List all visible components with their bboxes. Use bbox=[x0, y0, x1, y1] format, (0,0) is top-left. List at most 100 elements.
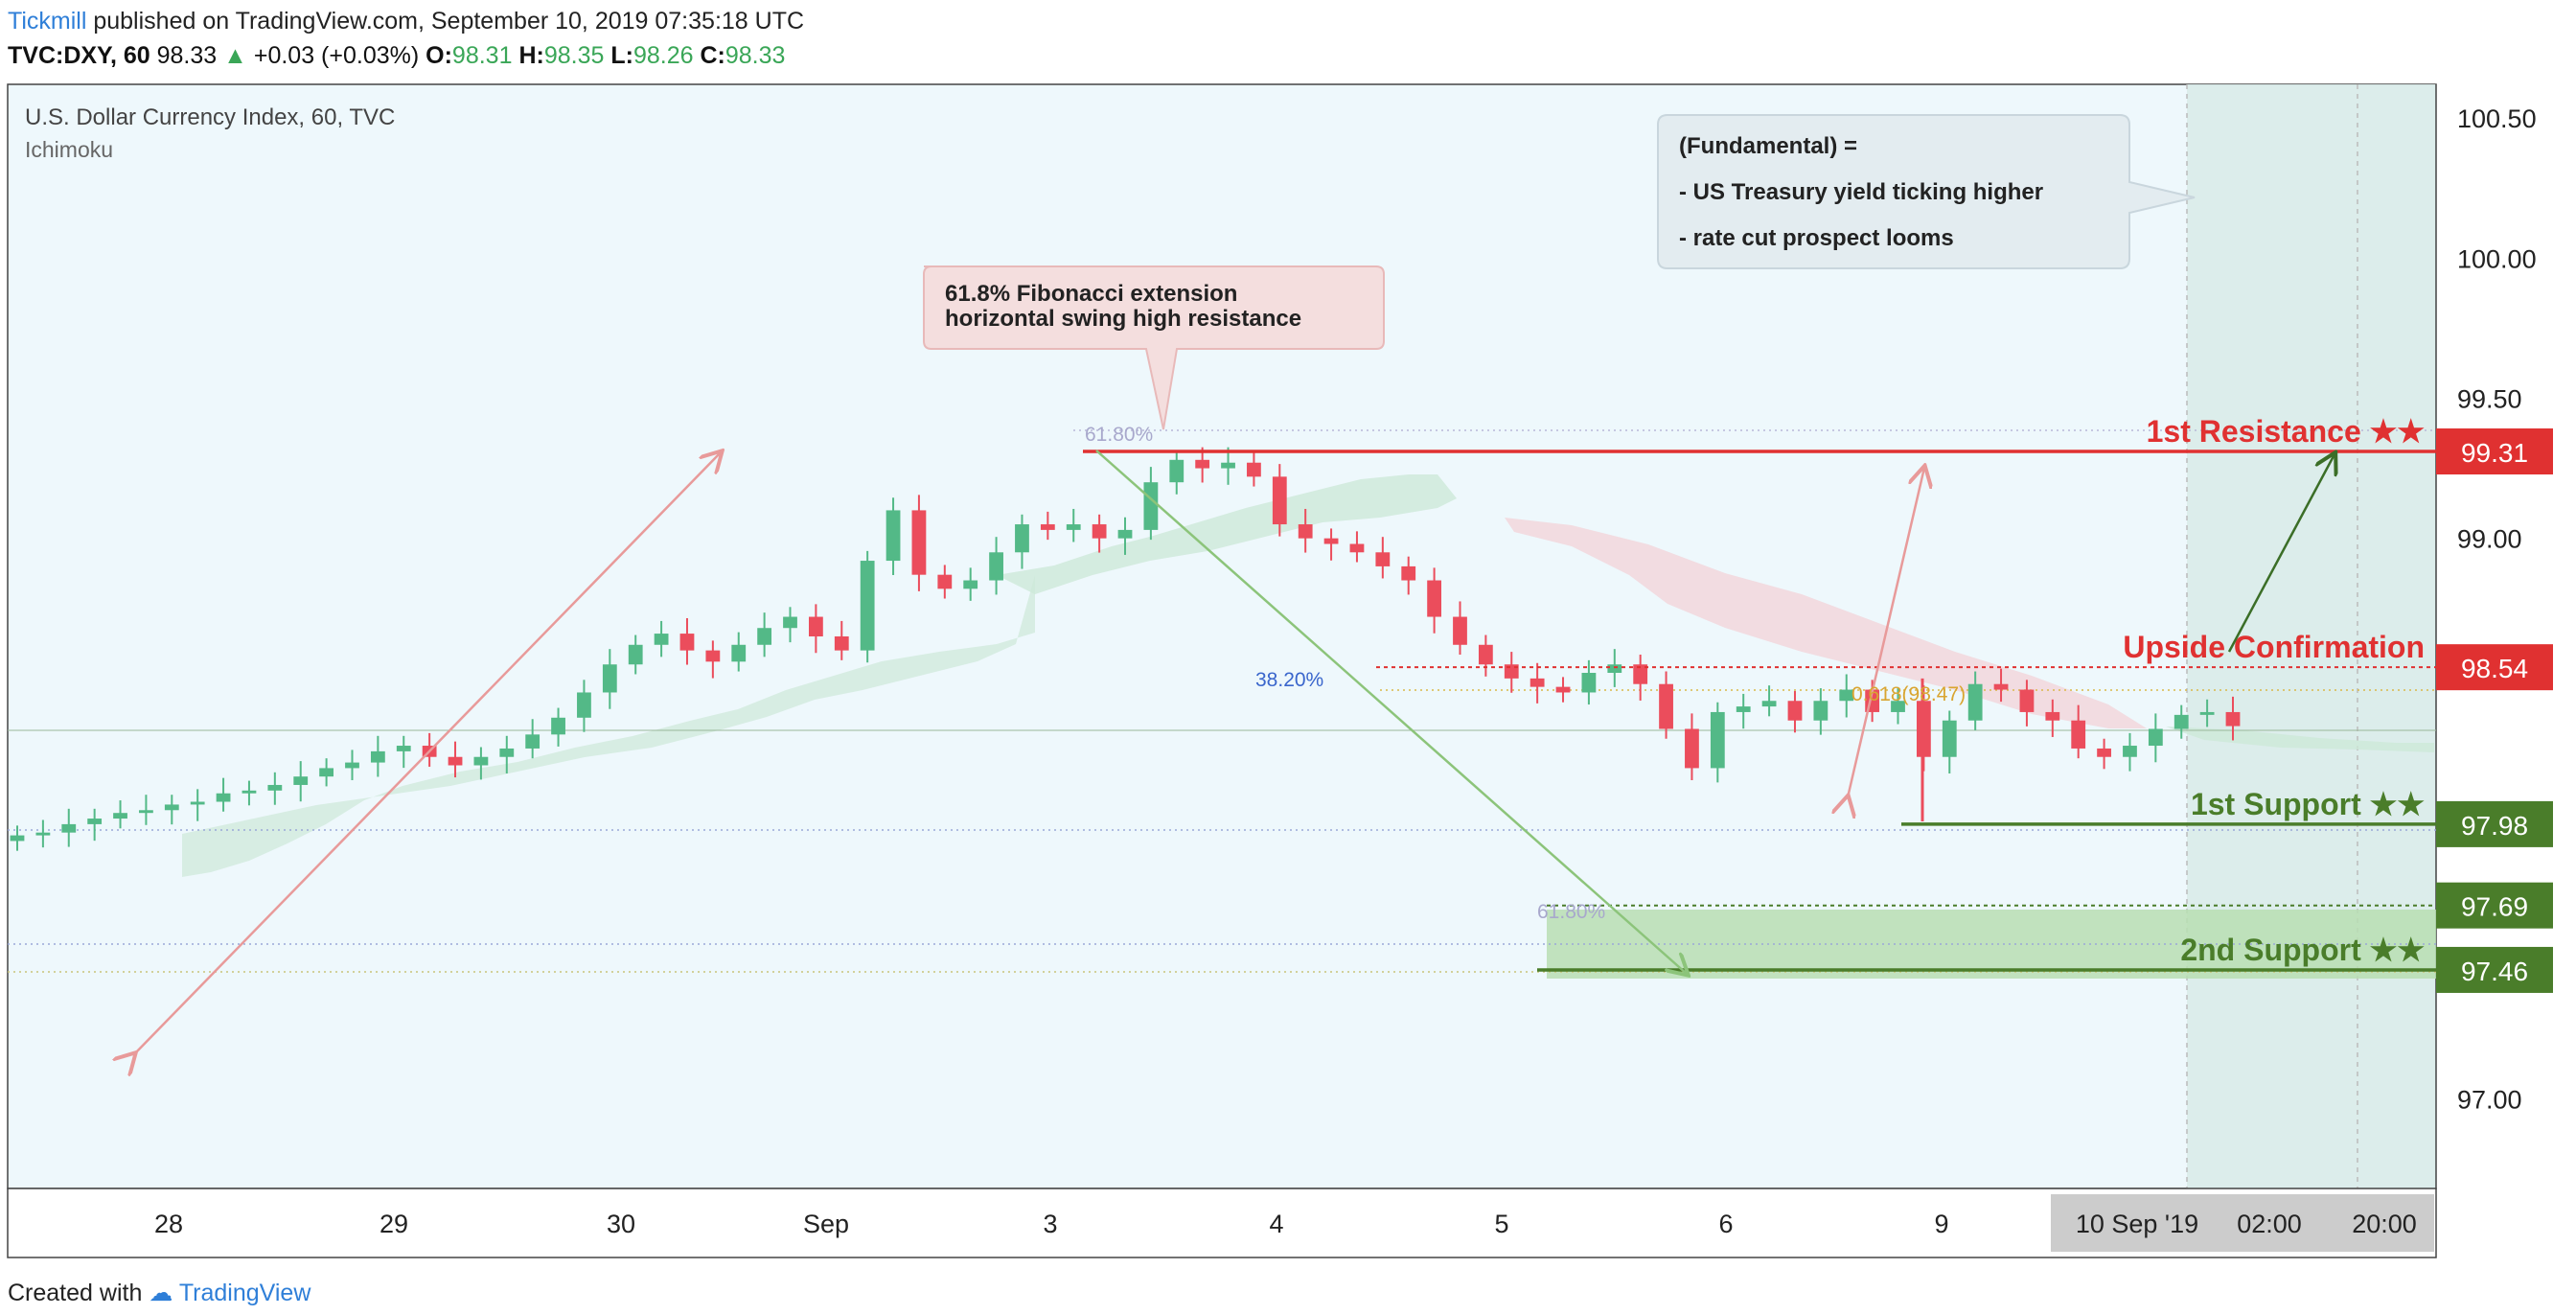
candle-body bbox=[499, 748, 515, 757]
candle-body bbox=[164, 804, 179, 811]
price-axis[interactable] bbox=[2436, 84, 2576, 1188]
fib-6180-top: 61.80% bbox=[1085, 424, 1153, 446]
candle-body bbox=[602, 664, 617, 693]
candle-body bbox=[242, 790, 257, 794]
level-name: 1st Resistance ★★ bbox=[2147, 414, 2426, 449]
price-tag bbox=[2436, 882, 2553, 929]
candle-body bbox=[1015, 524, 1029, 553]
swing-arrow bbox=[1848, 468, 1924, 797]
candle-body bbox=[370, 750, 385, 763]
ohlc-legend: TVC:DXY, 60 98.33 ▲ +0.03 (+0.03%) O:98.… bbox=[8, 42, 785, 70]
candle-body bbox=[1427, 580, 1441, 617]
level-name: 2nd Support ★★ bbox=[2180, 933, 2425, 967]
fib-3820: 38.20% bbox=[1255, 669, 1323, 691]
candle-body bbox=[860, 561, 875, 651]
x-tick-label: 9 bbox=[1934, 1210, 1948, 1238]
high-label: H: bbox=[518, 42, 544, 69]
close-label: C: bbox=[700, 42, 725, 69]
candle-body bbox=[190, 801, 205, 805]
fib-callout-line2: horizontal swing high resistance bbox=[945, 306, 1301, 332]
candle-body bbox=[1685, 728, 1699, 769]
levels: 1st Resistance ★★ 99.31 Upside Confirmatio… bbox=[1083, 414, 2553, 993]
candle-body bbox=[911, 510, 927, 575]
candle-body bbox=[1607, 664, 1622, 674]
y-tick-label: 100.00 bbox=[2457, 244, 2537, 273]
low-value: 98.26 bbox=[632, 42, 694, 69]
candle-body bbox=[2225, 711, 2241, 727]
tradingview-logo-icon[interactable]: ☁ bbox=[149, 1280, 173, 1306]
candle-body bbox=[1453, 616, 1467, 645]
bull-trend-arrow bbox=[134, 452, 721, 1054]
fib-callout-line1: 61.8% Fibonacci extension bbox=[945, 281, 1237, 307]
candle-body bbox=[87, 819, 103, 824]
candle-body bbox=[628, 644, 643, 665]
candle-body bbox=[577, 692, 591, 718]
candle-body bbox=[1117, 529, 1133, 539]
x-tick-label: 20:00 bbox=[2352, 1210, 2417, 1238]
candle-body bbox=[1401, 565, 1416, 581]
candle-body bbox=[989, 552, 1003, 581]
candle-body bbox=[1633, 664, 1648, 684]
fundamental-item-1: - US Treasury yield ticking higher bbox=[1679, 179, 2043, 205]
fundamental-title: (Fundamental) = bbox=[1679, 133, 1857, 159]
indicator-label: Ichimoku bbox=[25, 137, 113, 162]
tradingview-brand[interactable]: TradingView bbox=[178, 1280, 311, 1306]
candle-body bbox=[293, 776, 309, 785]
price-tag bbox=[2436, 428, 2553, 475]
candle-body bbox=[679, 634, 695, 651]
level-name: Upside Confirmation bbox=[2123, 630, 2425, 664]
price-tag-label: 98.54 bbox=[2461, 654, 2528, 683]
candle-body bbox=[1066, 524, 1081, 530]
candle-body bbox=[473, 756, 489, 766]
candle-body bbox=[1349, 543, 1365, 553]
candle-body bbox=[809, 616, 823, 636]
x-current-label: 10 Sep '19 bbox=[2076, 1210, 2198, 1238]
last-price: 98.33 bbox=[156, 42, 218, 69]
candle-body bbox=[2097, 748, 2111, 757]
y-axis-ticks: 100.50 100.00 99.50 99.00 97.00 bbox=[2457, 104, 2537, 1114]
candle-body bbox=[834, 636, 849, 651]
candle-body bbox=[654, 634, 669, 645]
candle-body bbox=[1247, 462, 1261, 477]
price-tag bbox=[2436, 800, 2553, 847]
fundamental-item-2: - rate cut prospect looms bbox=[1679, 225, 1954, 251]
price-tag-label: 99.31 bbox=[2461, 438, 2528, 468]
close-value: 98.33 bbox=[724, 42, 786, 69]
candle-body bbox=[448, 756, 463, 766]
x-axis-ticks: 28 29 30 Sep 3 4 5 6 9 02:00 20:00 bbox=[154, 1210, 2417, 1238]
candle-body bbox=[1967, 683, 1983, 721]
publisher-link[interactable]: Tickmill bbox=[8, 8, 87, 35]
price-chart[interactable]: 100.50 100.00 99.50 99.00 97.00 28 29 30 Sep 3 4 5… bbox=[0, 81, 2576, 1269]
x-tick-label: 30 bbox=[607, 1210, 635, 1238]
candle-body bbox=[1555, 686, 1571, 693]
up-arrow-icon: ▲ bbox=[223, 42, 247, 69]
candle-body bbox=[1942, 720, 1957, 757]
price-change: +0.03 (+0.03%) bbox=[253, 42, 420, 69]
future-zone bbox=[2187, 84, 2436, 1188]
candle-body bbox=[2199, 711, 2215, 715]
candle-body bbox=[1813, 701, 1828, 721]
price-tag bbox=[2436, 644, 2553, 691]
candle-body bbox=[2071, 720, 2086, 749]
candle-body bbox=[2045, 711, 2060, 721]
footer: Created with ☁ TradingView bbox=[8, 1279, 310, 1307]
candle-body bbox=[1092, 524, 1107, 539]
fib-extension-callout: 61.8% Fibonacci extension horizontal swi… bbox=[923, 265, 1385, 430]
candle-body bbox=[937, 574, 953, 589]
time-axis[interactable] bbox=[7, 1188, 2437, 1258]
level-name: 1st Support ★★ bbox=[2191, 787, 2425, 821]
price-tag-label: 97.46 bbox=[2461, 957, 2528, 986]
open-label: O: bbox=[426, 42, 452, 69]
candle-body bbox=[1478, 644, 1493, 665]
candle-body bbox=[1659, 683, 1673, 729]
publish-info: Tickmill published on TradingView.com, S… bbox=[8, 8, 804, 35]
candle-body bbox=[1169, 459, 1184, 483]
candle-body bbox=[731, 644, 747, 662]
candle-body bbox=[1323, 538, 1339, 544]
candle-body bbox=[61, 823, 77, 833]
x-tick-label: 4 bbox=[1269, 1210, 1283, 1238]
y-tick-label: 97.00 bbox=[2457, 1085, 2522, 1114]
x-tick-label: 28 bbox=[154, 1210, 183, 1238]
candle-body bbox=[757, 628, 772, 645]
candle-body bbox=[963, 580, 978, 589]
